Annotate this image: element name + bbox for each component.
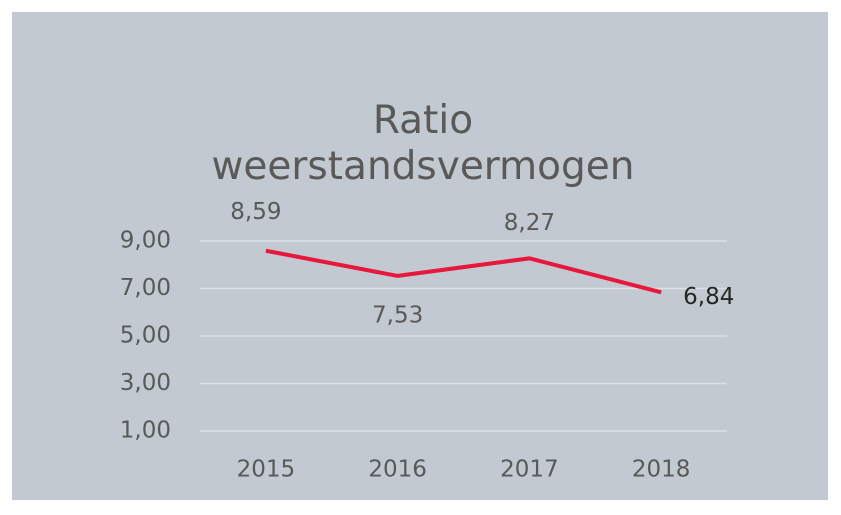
x-tick-label: 2018 (632, 457, 691, 483)
x-tick-label: 2015 (237, 457, 296, 483)
y-tick-label: 5,00 (120, 323, 171, 349)
data-line (265, 248, 662, 295)
data-label: 6,84 (683, 284, 734, 310)
y-tick-label: 3,00 (120, 370, 171, 396)
data-label: 8,59 (230, 199, 281, 225)
chart-background (12, 12, 828, 500)
x-tick-label: 2016 (368, 457, 427, 483)
y-tick-label: 1,00 (120, 418, 171, 444)
y-tick-label: 7,00 (120, 275, 171, 301)
chart-title: Ratio weerstandsvermogen (211, 98, 635, 189)
x-tick-label: 2017 (500, 457, 559, 483)
data-label: 7,53 (372, 302, 423, 328)
y-tick-label: 9,00 (120, 228, 171, 254)
data-label: 8,27 (504, 210, 555, 236)
